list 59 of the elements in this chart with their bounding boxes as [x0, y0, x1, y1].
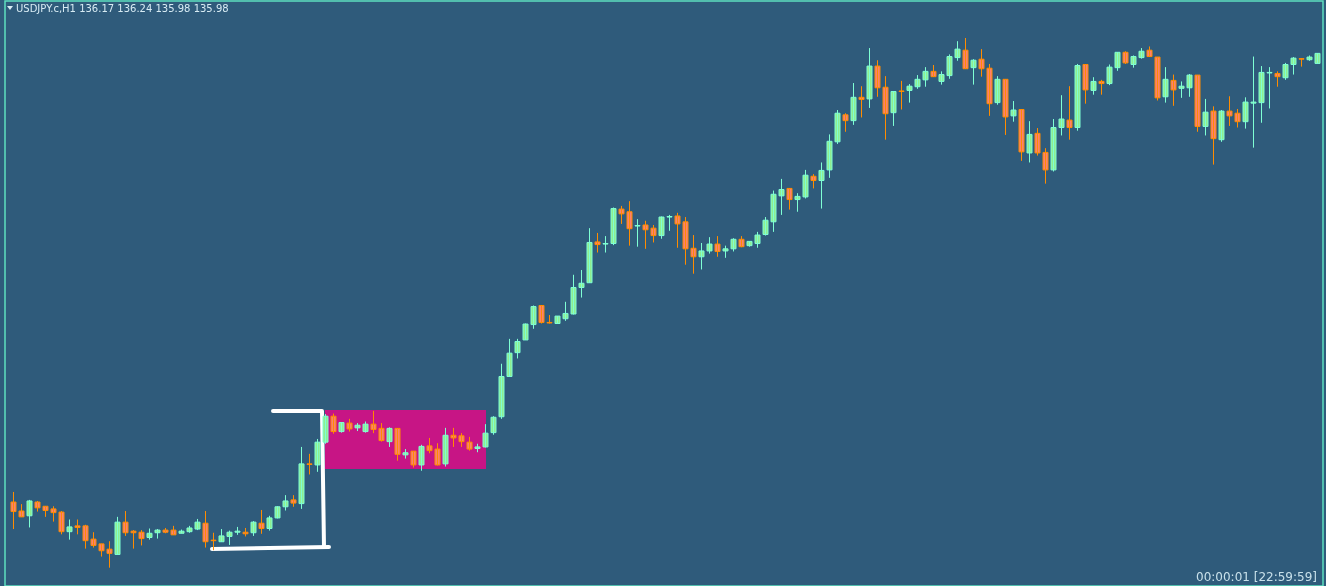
candlestick: [418, 444, 425, 472]
candlestick: [154, 528, 161, 540]
candlestick: [714, 235, 721, 258]
candlestick: [1018, 109, 1025, 162]
candlestick: [1066, 85, 1073, 141]
candlestick: [930, 64, 937, 78]
candlestick: [858, 85, 865, 118]
candlestick: [1122, 50, 1129, 65]
candlestick: [346, 418, 353, 433]
candlestick: [114, 516, 121, 555]
candlestick: [970, 58, 977, 86]
candlestick: [386, 426, 393, 448]
candlestick: [1170, 74, 1177, 107]
candlestick: [810, 173, 817, 189]
chart-title: USDJPY.c,H1 136.17 136.24 135.98 135.98: [16, 3, 229, 14]
candlestick: [898, 80, 905, 111]
candlestick: [338, 422, 345, 434]
candlestick: [514, 338, 521, 359]
candlestick: [994, 75, 1001, 106]
candlestick: [786, 187, 793, 211]
candlestick: [26, 499, 33, 528]
text: 00:00:01 [22:59:59]: [1196, 570, 1317, 584]
candlestick: [1218, 109, 1225, 143]
candlestick: [330, 413, 337, 435]
candlestick: [250, 520, 257, 537]
candlestick: [306, 453, 313, 475]
candlestick: [1026, 120, 1033, 163]
candlestick: [1082, 63, 1089, 105]
candlestick: [850, 82, 857, 126]
candlestick: [298, 446, 305, 510]
candlestick: [290, 494, 297, 508]
candlestick: [1010, 100, 1017, 123]
candlestick: [442, 427, 449, 468]
candlestick: [1162, 66, 1169, 104]
candlestick: [1210, 105, 1217, 166]
candlestick: [402, 448, 409, 460]
candlestick: [258, 509, 265, 535]
candlestick: [738, 235, 745, 248]
candlestick: [490, 415, 497, 436]
candlestick: [1002, 78, 1009, 136]
candlestick: [1202, 98, 1209, 136]
candlestick: [962, 37, 969, 70]
candlestick: [66, 519, 73, 541]
candlestick: [146, 528, 153, 541]
candlestick: [594, 232, 601, 254]
candlestick: [1074, 63, 1081, 132]
candlestick: [1274, 70, 1281, 88]
candlestick: [466, 436, 473, 452]
candlestick: [890, 91, 897, 127]
candlestick: [410, 450, 417, 469]
candlestick: [394, 427, 401, 462]
candlestick: [1090, 76, 1097, 96]
candlestick: [842, 112, 849, 133]
candlestick: [1194, 74, 1201, 133]
candlestick: [1298, 57, 1305, 68]
candlestick: [866, 47, 873, 109]
candlestick: [1098, 79, 1105, 96]
candlestick: [586, 227, 593, 284]
candlestick: [634, 218, 641, 248]
